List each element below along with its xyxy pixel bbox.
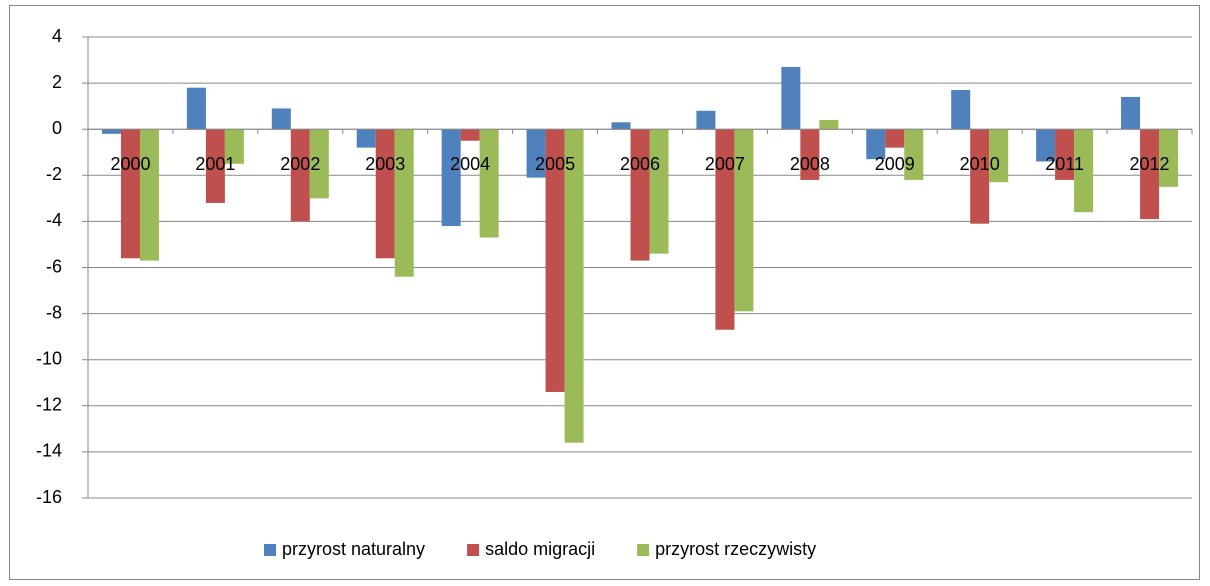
bar (1121, 96, 1141, 130)
bar (819, 119, 839, 130)
x-tick-label: 2001 (195, 154, 235, 174)
y-tick-label: -14 (36, 441, 62, 461)
legend-swatch (264, 544, 276, 556)
bar (1074, 129, 1094, 213)
y-tick-label: 0 (52, 118, 62, 138)
bar (224, 129, 244, 164)
bar (139, 129, 159, 261)
y-tick-label: 2 (52, 72, 62, 92)
x-tick-label: 2010 (960, 154, 1000, 174)
x-tick-label: 2006 (620, 154, 660, 174)
y-tick-label: 4 (52, 26, 62, 46)
bar (356, 129, 376, 148)
legend-swatch (637, 544, 650, 556)
x-tick-label: 2011 (1045, 154, 1084, 174)
bar (970, 129, 990, 224)
x-tick-label: 2007 (705, 154, 745, 174)
bar (800, 129, 820, 180)
bar (630, 129, 650, 261)
bar (1036, 129, 1056, 162)
bar (781, 66, 801, 130)
y-tick-label: -10 (36, 348, 62, 368)
legend-label: saldo migracji (485, 539, 595, 559)
x-tick-label: 2000 (110, 154, 150, 174)
bar (696, 110, 716, 130)
bar (120, 129, 140, 259)
bar (375, 129, 395, 259)
y-tick-label: -6 (46, 256, 62, 276)
x-tick-label: 2003 (365, 154, 405, 174)
bar (441, 129, 461, 227)
bar (460, 129, 480, 141)
legend-label: przyrost naturalny (282, 539, 425, 559)
bar (205, 129, 225, 203)
y-tick-label: -4 (46, 210, 62, 230)
bar (734, 129, 754, 312)
y-tick-label: -8 (46, 302, 62, 322)
y-tick-label: -16 (36, 487, 62, 507)
legend-swatch (467, 544, 480, 556)
bar (866, 129, 886, 160)
bar (186, 87, 206, 130)
bar (1159, 129, 1179, 187)
bar (611, 122, 631, 130)
bar (1055, 129, 1075, 180)
bar (101, 129, 121, 134)
y-tick-label: -12 (36, 395, 62, 415)
bar (309, 129, 329, 199)
bar (526, 129, 546, 178)
bar (394, 129, 414, 277)
x-tick-label: 2004 (450, 154, 490, 174)
bar (904, 129, 924, 180)
bar (649, 129, 669, 254)
bar (989, 129, 1009, 183)
x-tick-label: 2012 (1130, 154, 1170, 174)
x-tick-label: 2005 (535, 154, 575, 174)
chart-border (9, 5, 1200, 580)
bar (1140, 129, 1160, 220)
bar (545, 129, 565, 392)
legend-label: przyrost rzeczywisty (655, 539, 816, 559)
bar (564, 129, 584, 443)
y-tick-label: -2 (46, 164, 62, 184)
bar (290, 129, 310, 222)
bar (951, 90, 971, 130)
bar (271, 108, 291, 130)
bar (715, 129, 735, 330)
bar (479, 129, 499, 238)
bar (885, 129, 905, 148)
x-tick-label: 2008 (790, 154, 830, 174)
x-tick-label: 2009 (875, 154, 915, 174)
x-tick-label: 2002 (280, 154, 320, 174)
